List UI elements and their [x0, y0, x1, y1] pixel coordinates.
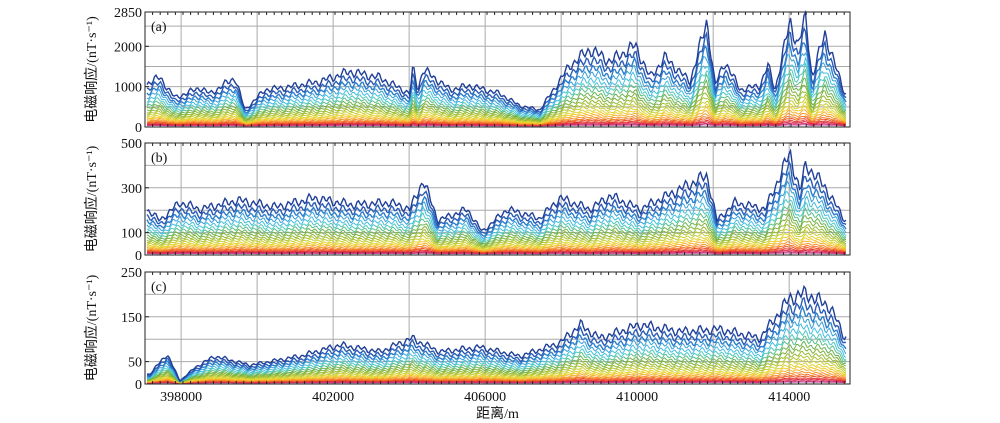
- series-line-7: [146, 202, 847, 244]
- x-tick-label: 402000: [312, 390, 354, 405]
- series-line-10: [146, 351, 847, 383]
- series-line-9: [146, 84, 847, 121]
- series-line-13: [146, 100, 847, 124]
- panel-b: 0 100 300 500 (b) 电磁响应/(nT·s⁻¹): [83, 137, 851, 264]
- x-axis-label: 距离/m: [476, 405, 519, 422]
- panel-c: 0 50 150 250 (c) 电磁响应/(nT·s⁻¹): [83, 266, 851, 393]
- series-line-4: [146, 314, 847, 383]
- series-line-12: [146, 358, 847, 384]
- series-line-2: [146, 159, 847, 235]
- series-line-5: [146, 56, 847, 118]
- y-axis-label: 电磁响应/(nT·s⁻¹): [83, 145, 100, 252]
- series-line-1: [146, 284, 847, 383]
- series-line-9: [146, 213, 847, 246]
- plot-frame: [144, 271, 851, 385]
- series-line-6: [146, 329, 847, 383]
- series-line-5: [147, 190, 847, 241]
- series-line-8: [146, 340, 847, 383]
- panel-label: (c): [151, 280, 167, 295]
- y-tick-label: 0: [135, 249, 142, 264]
- series-line-14: [147, 365, 847, 384]
- series-line-7: [146, 68, 847, 120]
- series-line-2: [146, 26, 847, 114]
- y-axis-label: 电磁响应/(nT·s⁻¹): [83, 274, 100, 381]
- panel-a: 0 1000 2000 2850 (a) 电磁响应/(nT·s⁻¹): [83, 6, 851, 136]
- x-tick-label: 414000: [768, 390, 810, 405]
- y-tick-label: 2850: [114, 6, 142, 21]
- series-line-3: [146, 305, 847, 383]
- y-tick-label: 0: [135, 378, 142, 393]
- series-line-18: [146, 117, 847, 126]
- series-line-11: [146, 93, 847, 123]
- series-line-9: [146, 345, 847, 383]
- x-tick-label: 410000: [616, 390, 658, 405]
- panel-label: (b): [151, 151, 168, 166]
- series-line-15: [146, 109, 847, 125]
- series-line-2: [146, 296, 847, 383]
- series-line-1: [146, 148, 847, 232]
- y-tick-label: 2000: [114, 40, 142, 55]
- x-tick-label: 398000: [160, 390, 202, 405]
- series-line-10: [146, 90, 847, 122]
- series-line-11: [147, 354, 847, 383]
- series-line-12: [146, 228, 846, 249]
- series-line-3: [146, 40, 847, 116]
- series-line-3: [146, 170, 847, 237]
- y-tick-label: 150: [121, 311, 142, 326]
- series-line-6: [146, 198, 847, 243]
- series-line-22: [147, 252, 846, 255]
- series-line-16: [146, 241, 847, 252]
- series-line-17: [146, 243, 847, 253]
- y-tick-label: 1000: [114, 81, 142, 96]
- y-axis-label: 电磁响应/(nT·s⁻¹): [83, 16, 100, 123]
- y-tick-label: 100: [121, 227, 142, 242]
- series-line-16: [146, 112, 847, 125]
- x-tick-label: 406000: [464, 390, 506, 405]
- series-line-18: [146, 245, 846, 253]
- series-line-10: [146, 219, 847, 248]
- series-line-17: [147, 373, 847, 384]
- series-line-19: [146, 248, 847, 254]
- series-line-14: [146, 234, 847, 251]
- series-line-4: [146, 180, 847, 240]
- plot-frame: [144, 11, 851, 128]
- series-line-13: [146, 362, 847, 384]
- series-line-4: [146, 52, 847, 117]
- series-line-14: [146, 105, 847, 124]
- series-line-1: [146, 9, 847, 112]
- series-line-15: [146, 237, 847, 252]
- series-line-11: [146, 224, 847, 249]
- y-tick-label: 500: [121, 137, 142, 152]
- y-tick-label: 50: [128, 356, 142, 371]
- series-line-7: [146, 335, 847, 383]
- series-line-12: [146, 96, 847, 123]
- plot-frame: [144, 142, 851, 256]
- series-line-13: [146, 232, 847, 250]
- series-line-17: [147, 115, 847, 126]
- series-line-8: [146, 208, 847, 245]
- series-line-5: [147, 323, 847, 383]
- y-tick-label: 300: [121, 182, 142, 197]
- panel-label: (a): [151, 20, 167, 35]
- y-tick-label: 250: [121, 266, 142, 281]
- series-line-8: [146, 77, 847, 120]
- y-tick-label: 0: [135, 121, 142, 136]
- series-line-19: [146, 119, 846, 126]
- series-line-6: [146, 62, 846, 119]
